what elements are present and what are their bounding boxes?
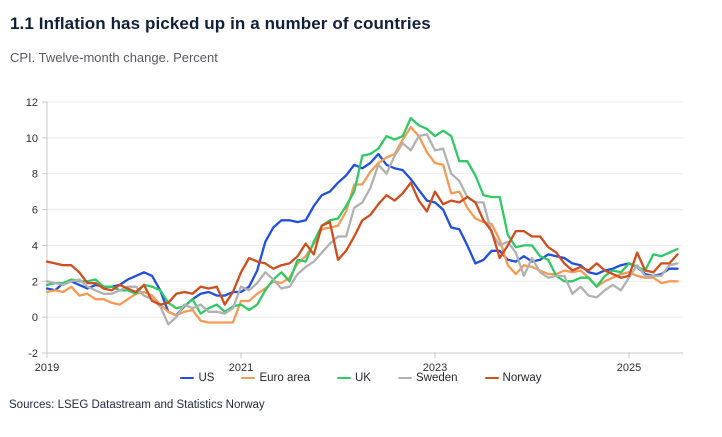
series-line-sweden (45, 133, 679, 326)
series-line-us (45, 152, 679, 317)
sources-note: Sources: LSEG Datastream and Statistics … (9, 399, 265, 411)
series-line-norway (45, 181, 679, 306)
legend-label-euro-area: Euro area (259, 372, 310, 384)
legend-swatch-uk (336, 376, 351, 380)
chart-subtitle: CPI. Twelve-month change. Percent (10, 50, 218, 65)
legend-item-uk: UK (336, 372, 371, 384)
y-tick-label: 0 (32, 312, 38, 324)
y-tick-label: 4 (32, 240, 38, 252)
chart-legend: US Euro area UK Sweden Norway (0, 372, 722, 384)
x-tick-label-2023: 2023 (423, 362, 447, 372)
legend-item-us: US (180, 372, 214, 384)
inflation-line-chart: 12 10 8 6 4 2 0 -2 2019 2021 2023 2025 (26, 97, 683, 372)
legend-swatch-sweden (397, 376, 412, 380)
legend-swatch-euro-area (241, 376, 256, 380)
y-tick-label: 10 (26, 133, 38, 145)
y-tick-label: 2 (32, 276, 38, 288)
legend-item-euro-area: Euro area (241, 372, 310, 384)
legend-label-uk: UK (354, 372, 371, 384)
y-tick-label: 12 (26, 97, 38, 109)
legend-label-norway: Norway (502, 372, 542, 384)
x-tick-label-2021: 2021 (229, 362, 253, 372)
legend-label-us: US (198, 372, 215, 384)
legend-swatch-us (180, 376, 195, 380)
legend-swatch-norway (484, 376, 499, 380)
page-title: 1.1 Inflation has picked up in a number … (10, 14, 431, 33)
series-line-euro-area (45, 125, 679, 324)
legend-item-norway: Norway (484, 372, 542, 384)
x-tick-label-2019: 2019 (35, 362, 59, 372)
y-tick-label: 6 (32, 205, 38, 217)
x-tick-label-2025: 2025 (617, 362, 641, 372)
legend-label-sweden: Sweden (415, 372, 458, 384)
y-tick-label: -2 (28, 348, 38, 360)
y-tick-label: 8 (32, 169, 38, 181)
legend-item-sweden: Sweden (397, 372, 458, 384)
series-line-uk (45, 116, 679, 315)
